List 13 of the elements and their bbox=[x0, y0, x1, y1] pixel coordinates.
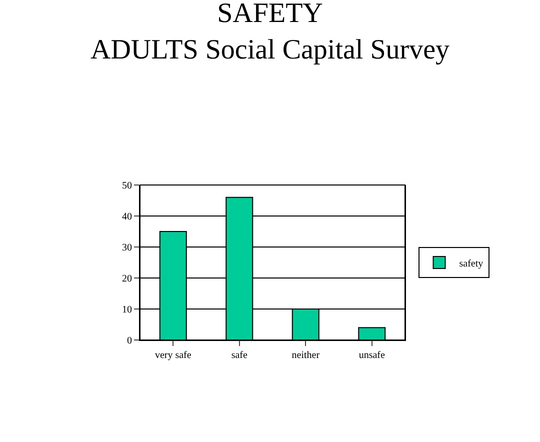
y-tick-label: 0 bbox=[127, 336, 132, 346]
x-tick-label: very safe bbox=[154, 350, 192, 361]
y-tick-label: 30 bbox=[122, 242, 132, 254]
x-tick-label: neither bbox=[292, 350, 320, 361]
chart-subtitle: ADULTS Social Capital Survey bbox=[90, 34, 450, 66]
y-tick-label: 10 bbox=[122, 304, 132, 316]
y-tick-label: 20 bbox=[122, 274, 132, 284]
chart-title: SAFETY bbox=[217, 0, 323, 30]
y-tick-label: 50 bbox=[122, 180, 132, 192]
x-tick-label: safe bbox=[231, 350, 248, 361]
x-tick-label: unsafe bbox=[358, 350, 386, 361]
legend-label: safety bbox=[459, 258, 484, 270]
y-tick-label: 40 bbox=[122, 212, 132, 222]
